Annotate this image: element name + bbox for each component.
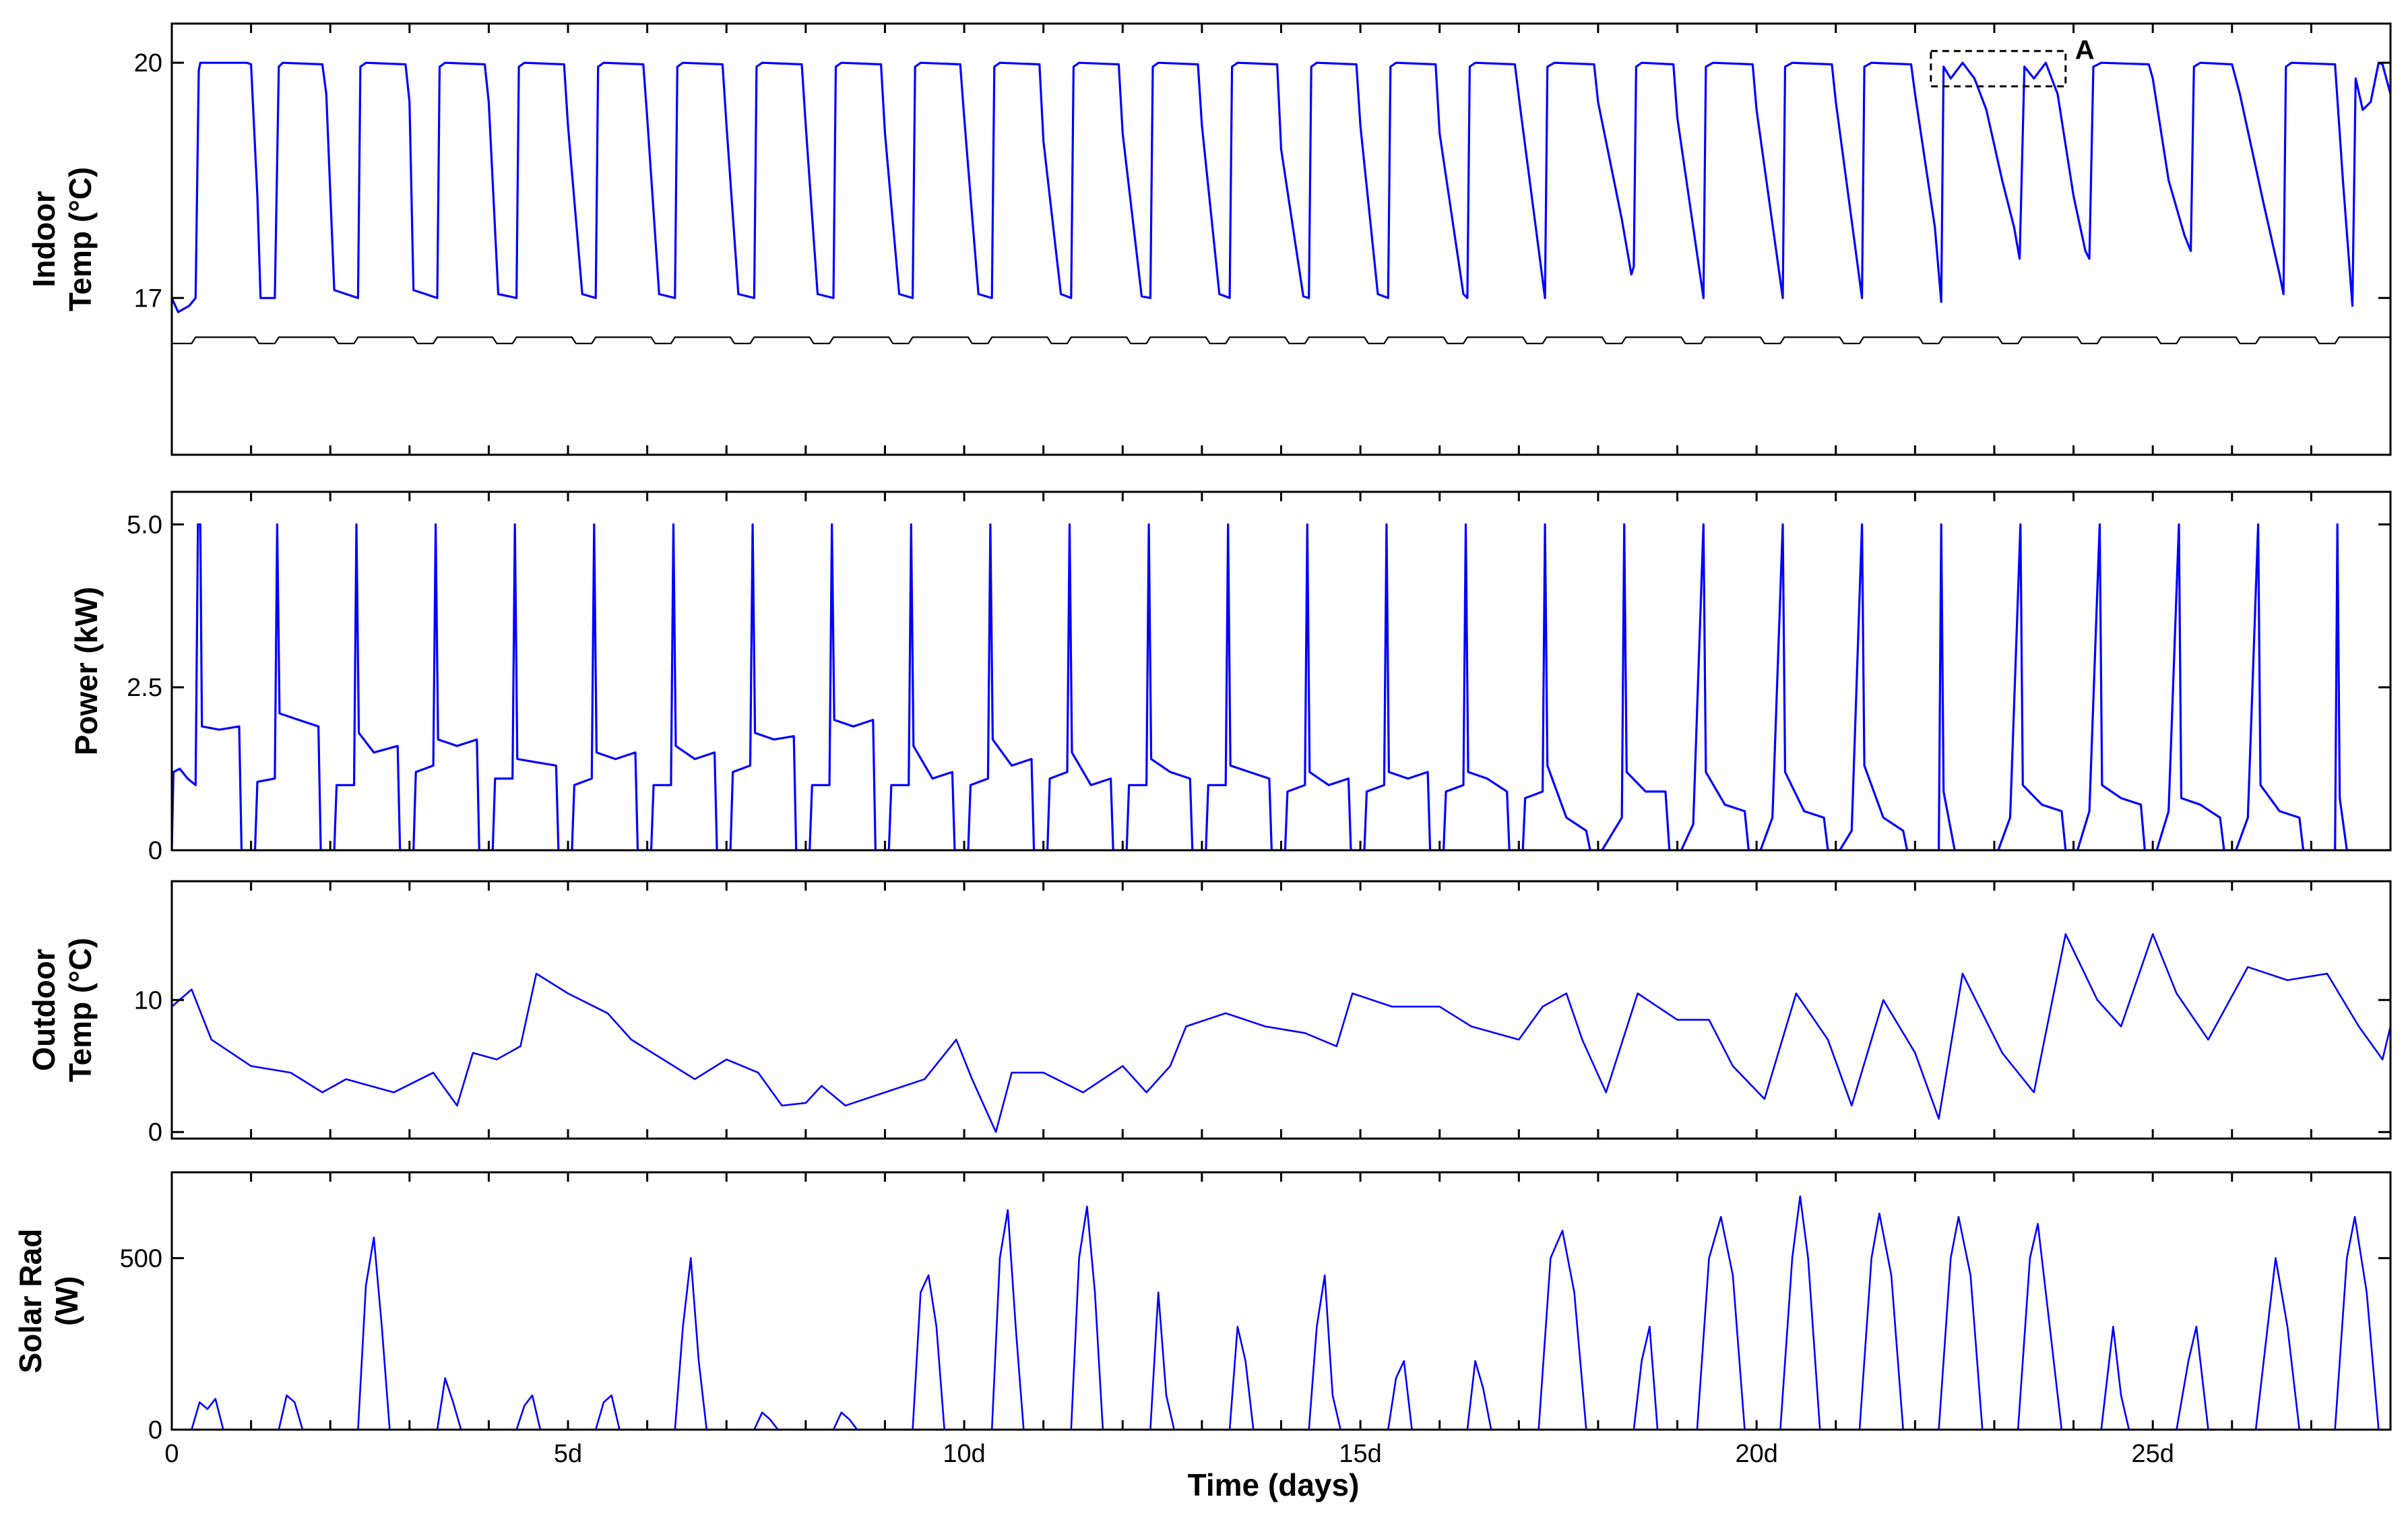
indoor-series-group [172,61,2390,344]
x-tick-label: 10d [943,1440,985,1468]
x-tick-label: 0 [164,1440,179,1468]
solar-series-line-0 [172,1195,2390,1430]
panel-solar: 0 500 Solar Rad (W) 0 5d 10d 15d 20d 25d [13,1171,2392,1468]
indoor-y-axis-title: Temp (°C) [63,167,98,311]
outdoor-y-axis-title: Temp (°C) [63,938,98,1082]
outdoor-series-group [172,933,2390,1133]
panel-outdoor: 0 10 Outdoor Temp (°C) [26,880,2392,1147]
indoor-y-tick-label: 17 [134,284,162,313]
panel-indoor: 17 20 Indoor Temp (°C) A [26,22,2392,456]
power-series-group [172,523,2390,850]
power-y-tick-label: 5.0 [127,511,162,539]
x-tick-label: 5d [554,1440,582,1468]
outdoor-plot-frame [170,880,2392,1140]
outdoor-series-line-0 [172,933,2390,1133]
power-y-tick-label: 2.5 [127,674,162,702]
x-axis-title: Time (days) [1188,1467,1360,1502]
x-tick-label: 15d [1339,1440,1381,1468]
power-plot-frame [170,490,2392,852]
outdoor-y-tick-label: 10 [134,986,162,1015]
solar-series-group [172,1195,2390,1430]
power-series-line-0 [172,523,2390,850]
power-y-axis-title: Power (kW) [69,587,104,755]
indoor-y-axis-title: Indoor [26,191,61,287]
indoor-series-line-0 [172,61,2390,313]
outdoor-y-tick-label: 0 [148,1118,162,1147]
solar-y-tick-label: 0 [148,1416,162,1444]
panel-power: 0 2.5 5.0 Power (kW) [69,490,2392,865]
indoor-y-tick-label: 20 [134,49,162,77]
solar-y-tick-label: 500 [120,1244,162,1273]
x-tick-label: 20d [1735,1440,1777,1468]
solar-y-axis-title: (W) [49,1276,84,1326]
annotation-box [1930,50,2067,88]
indoor-series-line-1 [172,336,2390,344]
solar-y-axis-title: Solar Rad [13,1229,48,1374]
x-tick-label: 25d [2131,1440,2174,1468]
annotation-label: A [2075,36,2095,65]
outdoor-y-axis-title: Outdoor [26,949,61,1071]
indoor-plot-frame [170,22,2392,456]
power-y-tick-label: 0 [148,837,162,865]
